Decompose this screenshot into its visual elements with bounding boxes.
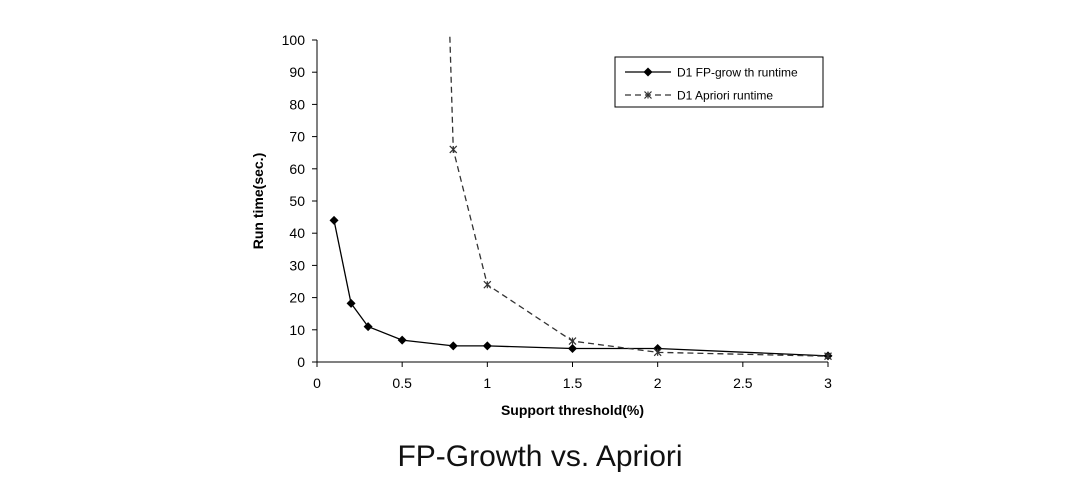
data-point bbox=[449, 145, 458, 154]
y-tick-label: 80 bbox=[289, 96, 305, 112]
data-point bbox=[363, 322, 373, 332]
chart-marks bbox=[329, 36, 833, 361]
figure-caption: FP-Growth vs. Apriori bbox=[397, 440, 683, 473]
y-axis-label: Run time(sec.) bbox=[250, 153, 266, 249]
y-tick-label: 100 bbox=[282, 32, 306, 48]
y-tick-label: 60 bbox=[289, 161, 305, 177]
y-tick-label: 90 bbox=[289, 64, 305, 80]
data-point bbox=[346, 298, 356, 308]
x-tick-label: 2 bbox=[654, 375, 662, 391]
y-tick-label: 20 bbox=[289, 290, 305, 306]
y-tick-label: 30 bbox=[289, 257, 305, 273]
y-tick-label: 50 bbox=[289, 193, 305, 209]
x-axis-label: Support threshold(%) bbox=[501, 402, 644, 418]
data-point bbox=[397, 335, 407, 345]
legend-label: D1 FP-grow th runtime bbox=[677, 66, 798, 80]
y-tick-label: 10 bbox=[289, 322, 305, 338]
data-point bbox=[643, 67, 653, 77]
x-tick-label: 1 bbox=[483, 375, 491, 391]
x-tick-label: 1.5 bbox=[563, 375, 583, 391]
legend-label: D1 Apriori runtime bbox=[677, 89, 773, 103]
data-point bbox=[568, 337, 577, 345]
chart: 0 10 20 30 40 50 60 70 80 90 100 0 0.5 1 1.5 2 2.5 3 Suppo… bbox=[250, 32, 833, 418]
data-point bbox=[483, 280, 492, 289]
series-1 bbox=[449, 36, 832, 361]
y-tick-label: 40 bbox=[289, 225, 305, 241]
series-0 bbox=[329, 215, 833, 361]
x-tick-label: 3 bbox=[824, 375, 832, 391]
series-line bbox=[333, 220, 829, 357]
data-point bbox=[653, 348, 662, 357]
data-point bbox=[644, 91, 652, 99]
y-tick-label: 70 bbox=[289, 129, 305, 145]
x-tick-label: 0.5 bbox=[392, 375, 412, 391]
series-line bbox=[449, 36, 829, 357]
data-point bbox=[329, 215, 339, 225]
chart-axes: 0 10 20 30 40 50 60 70 80 90 100 0 0.5 1 1.5 2 2.5 3 Suppo… bbox=[250, 32, 832, 418]
x-tick-label: 0 bbox=[313, 375, 321, 391]
y-tick-label: 0 bbox=[297, 354, 305, 370]
data-point bbox=[482, 341, 492, 351]
data-point bbox=[824, 352, 832, 361]
x-tick-label: 2.5 bbox=[733, 375, 753, 391]
legend-box bbox=[614, 56, 824, 108]
data-point bbox=[568, 343, 577, 353]
data-point bbox=[448, 341, 458, 351]
chart-legend: D1 FP-grow th runtime D1 Apriori runtime bbox=[614, 56, 824, 108]
